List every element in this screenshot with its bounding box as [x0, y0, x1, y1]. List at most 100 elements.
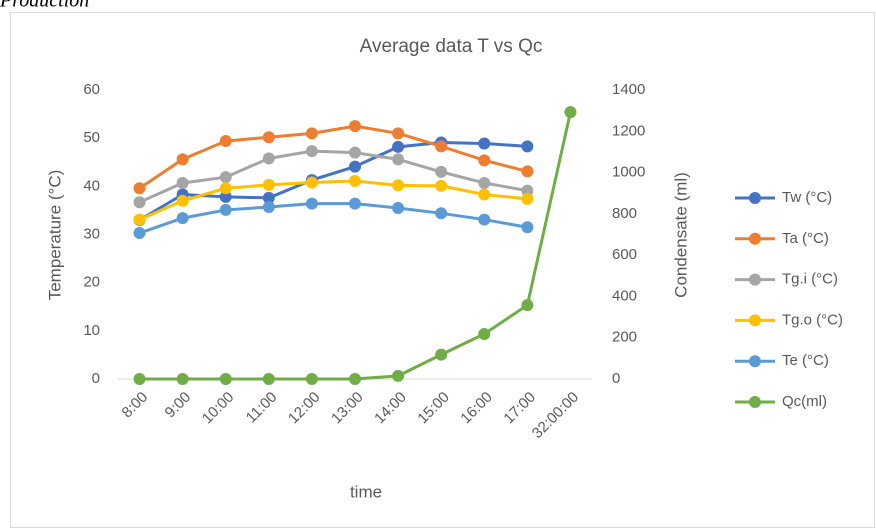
data-point: [392, 127, 405, 140]
x-tick-label: 16:00: [457, 389, 496, 428]
data-point: [478, 154, 491, 167]
x-tick-label: 14:00: [371, 389, 410, 428]
data-point: [392, 140, 405, 153]
data-point: [305, 127, 318, 140]
data-point: [349, 175, 361, 188]
y2-tick-label: 1200: [612, 122, 645, 139]
data-point: [176, 212, 189, 225]
legend-marker: [749, 396, 761, 408]
x-axis-title: time: [350, 482, 382, 501]
data-point: [392, 202, 405, 215]
data-point: [262, 201, 275, 214]
data-point: [478, 327, 491, 340]
y-tick-label: 20: [83, 274, 100, 291]
data-point: [219, 182, 232, 195]
data-point: [176, 153, 189, 166]
legend-label: Ta (°C): [782, 230, 829, 247]
data-point: [305, 373, 318, 385]
legend-label: Tg.i (°C): [782, 271, 838, 288]
legend-marker: [749, 192, 761, 204]
x-tick-label: 9:00: [162, 389, 195, 422]
data-point: [392, 179, 405, 192]
data-point: [305, 176, 318, 189]
data-point: [305, 197, 318, 210]
x-tick-label: 8:00: [119, 389, 152, 422]
y-axis-title: Temperature (°C): [45, 170, 64, 301]
data-point: [435, 348, 448, 361]
data-point: [521, 192, 534, 205]
data-point: [521, 140, 534, 153]
y2-tick-label: 600: [612, 246, 637, 263]
data-point: [133, 213, 146, 226]
chart-frame: [10, 12, 875, 528]
data-point: [521, 165, 534, 178]
data-point: [435, 140, 448, 153]
series-line: [138, 124, 528, 190]
x-tick-label: 15:00: [414, 389, 453, 428]
data-point: [305, 145, 318, 158]
series-line: [139, 202, 528, 235]
data-point: [478, 213, 491, 226]
y2-tick-label: 800: [612, 205, 637, 222]
data-point: [435, 179, 448, 192]
data-point: [219, 190, 232, 203]
legend-label: Tw (°C): [782, 189, 832, 206]
data-point: [349, 120, 361, 133]
data-point: [262, 373, 275, 385]
x-tick-label: 11:00: [243, 389, 281, 427]
data-point: [262, 152, 275, 165]
data-point: [435, 207, 448, 220]
x-tick-label: 17:00: [500, 389, 539, 428]
data-point: [349, 160, 361, 173]
data-point: [478, 188, 491, 201]
y2-tick-label: 200: [612, 329, 637, 346]
data-point: [176, 176, 189, 189]
data-point: [521, 299, 534, 312]
y-tick-label: 50: [83, 129, 100, 146]
data-point: [392, 369, 405, 382]
data-point: [349, 373, 361, 385]
y-tick-label: 30: [83, 225, 100, 242]
data-point: [133, 227, 146, 240]
y-tick-label: 40: [83, 177, 100, 194]
data-point: [564, 106, 577, 119]
x-tick-label: 32:00:00: [529, 389, 582, 442]
data-point: [392, 153, 405, 166]
chart-title: Average data T vs Qc: [360, 36, 543, 57]
x-tick-label: 10:00: [199, 389, 238, 428]
y-tick-label: 0: [92, 370, 100, 387]
series-line: [138, 149, 528, 204]
data-point: [262, 178, 275, 191]
y-tick-label: 10: [83, 322, 100, 339]
data-point: [478, 137, 491, 150]
y2-tick-label: 1400: [612, 81, 645, 98]
data-point: [478, 176, 491, 189]
y2-tick-label: 1000: [612, 164, 645, 181]
caption: Production: [0, 0, 89, 12]
data-point: [262, 191, 275, 204]
data-point: [349, 197, 361, 210]
data-point: [349, 146, 361, 159]
data-point: [521, 221, 534, 234]
series-line: [138, 179, 528, 221]
legend-marker: [749, 314, 761, 327]
x-tick-label: 12:00: [285, 389, 324, 428]
y2-axis-title: Condensate (ml): [671, 172, 690, 298]
legend-marker: [749, 355, 761, 368]
data-point: [219, 373, 232, 385]
data-point: [219, 171, 232, 184]
y2-tick-label: 0: [612, 370, 620, 387]
data-point: [133, 373, 146, 385]
data-point: [262, 131, 275, 144]
data-point: [176, 373, 189, 385]
x-tick-label: 13:00: [328, 389, 367, 428]
legend-label: Qc(ml): [782, 393, 827, 410]
legend-label: Te (°C): [782, 352, 829, 369]
data-point: [176, 194, 189, 207]
data-point: [133, 182, 146, 195]
data-point: [133, 196, 146, 209]
y2-tick-label: 400: [612, 287, 637, 304]
data-point: [219, 203, 232, 216]
legend-label: Tg.o (°C): [782, 311, 843, 328]
